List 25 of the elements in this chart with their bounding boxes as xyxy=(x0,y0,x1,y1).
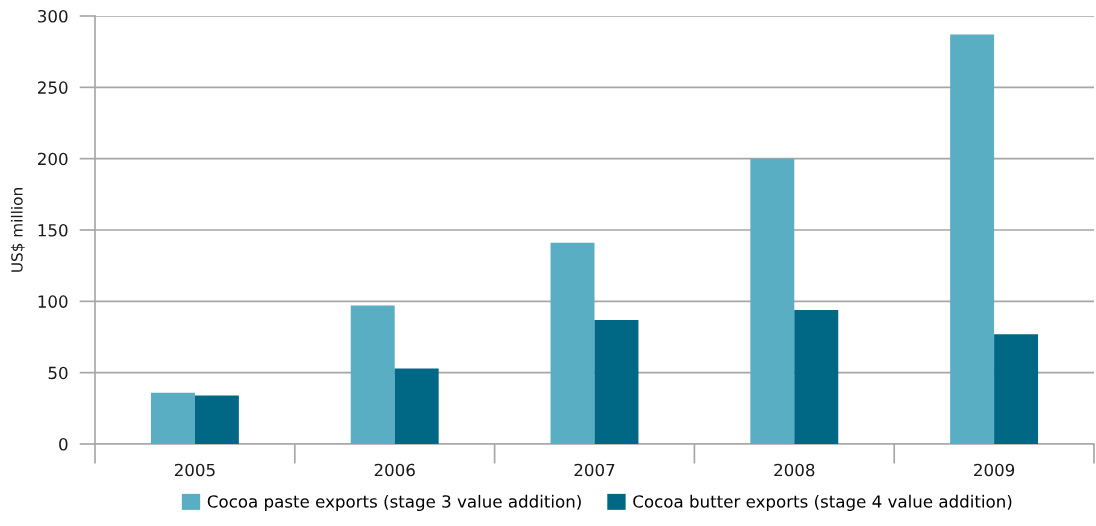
bar xyxy=(150,392,195,444)
legend-label: Cocoa butter exports (stage 4 value addition) xyxy=(633,494,1012,511)
y-axis-title: US$ million xyxy=(10,188,25,272)
bar xyxy=(350,305,395,444)
y-tick-label: 100 xyxy=(38,295,68,308)
x-tick-label: 2007 xyxy=(574,463,615,477)
bar xyxy=(594,319,639,444)
bar xyxy=(994,334,1039,444)
legend-label: Cocoa paste exports (stage 3 value addition) xyxy=(207,494,581,511)
y-tick-label: 200 xyxy=(38,152,68,166)
y-tick-label: 0 xyxy=(59,437,68,451)
bar xyxy=(794,309,839,444)
bar xyxy=(550,242,595,444)
x-tick-label: 2005 xyxy=(174,463,215,477)
bar xyxy=(194,395,239,444)
y-tick-label: 250 xyxy=(38,81,68,94)
bar xyxy=(394,368,439,444)
x-tick-label: 2009 xyxy=(974,463,1015,477)
x-tick-label: 2006 xyxy=(374,463,415,477)
bar xyxy=(950,34,995,444)
x-tick-label: 2008 xyxy=(774,463,815,477)
y-tick-label: 300 xyxy=(38,9,68,23)
y-tick-label: 150 xyxy=(38,223,68,237)
bar xyxy=(750,158,795,444)
y-tick-label: 50 xyxy=(48,366,68,380)
